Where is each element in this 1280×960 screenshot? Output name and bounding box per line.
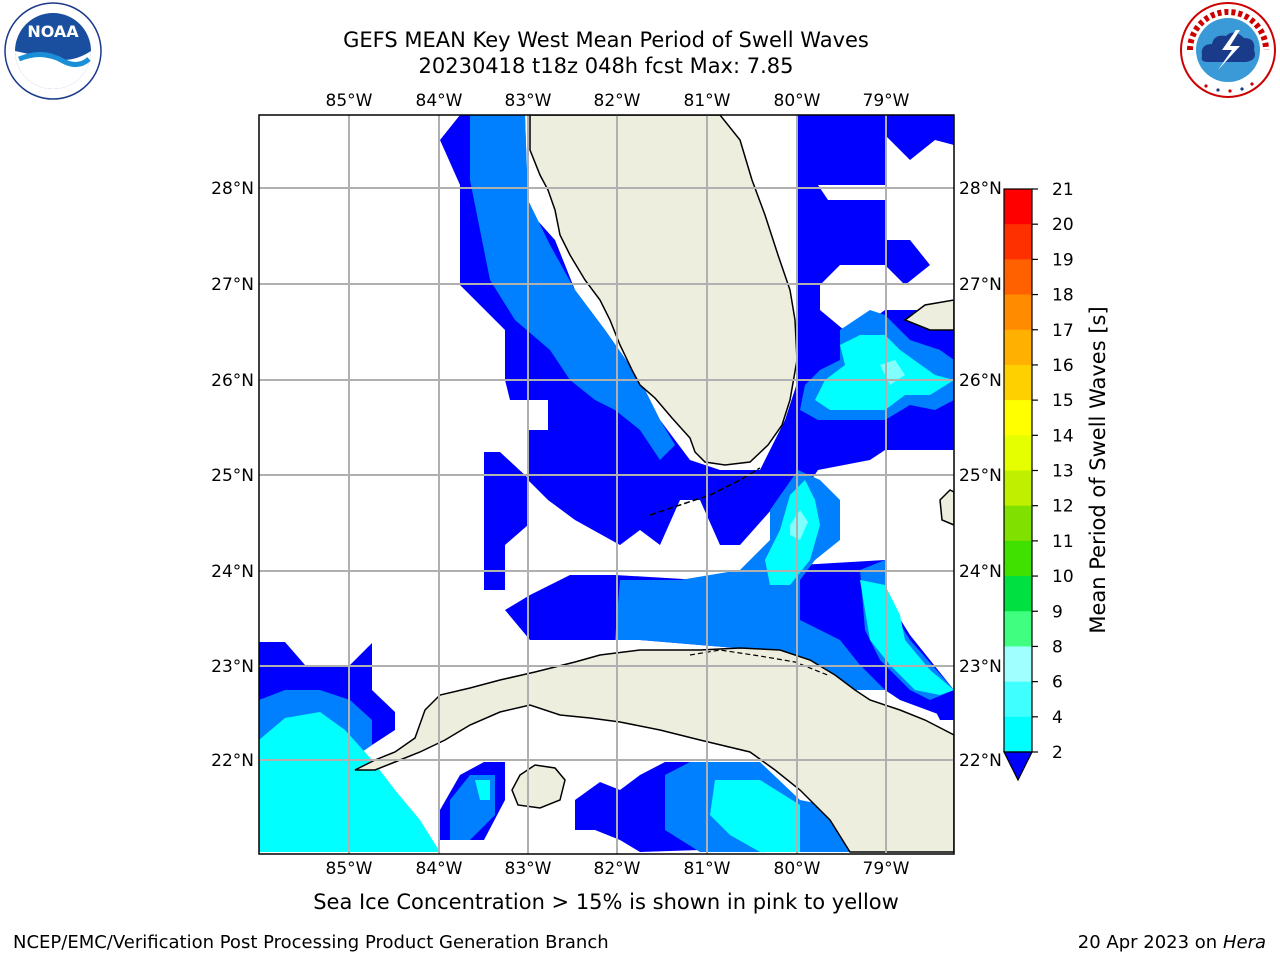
- lat-label: 28°N: [959, 179, 1002, 199]
- colorbar-tick-label: 12: [1052, 497, 1074, 517]
- lat-label: 26°N: [211, 371, 254, 391]
- colorbar-segment: [1004, 189, 1032, 225]
- land-bahamas: [903, 299, 954, 331]
- colorbar-segment: [1004, 329, 1032, 366]
- colorbar-segment: [1004, 716, 1032, 753]
- colorbar-segment: [1004, 224, 1032, 260]
- lon-label: 80°W: [774, 859, 821, 879]
- lat-label: 24°N: [959, 562, 1002, 582]
- colorbar-title: Mean Period of Swell Waves [s]: [1086, 306, 1110, 634]
- colorbar-segment: [1004, 681, 1032, 718]
- colorbar-tick-label: 2: [1052, 743, 1063, 763]
- colorbar-tick-label: 16: [1052, 356, 1074, 376]
- map-frame: [258, 114, 955, 855]
- sea-ice-note: Sea Ice Concentration > 15% is shown in …: [313, 890, 899, 914]
- lat-label: 23°N: [959, 657, 1002, 677]
- colorbar-tick-label: 20: [1052, 215, 1074, 235]
- lon-label: 85°W: [326, 91, 373, 111]
- map-panel: [259, 115, 954, 854]
- lon-label: 81°W: [684, 859, 731, 879]
- nws-logo: [1180, 2, 1276, 98]
- noaa-logo: NOAA: [4, 2, 102, 100]
- noaa-logo-text: NOAA: [27, 22, 79, 41]
- chart-subtitle: 20230418 t18z 048h fcst Max: 7.85: [418, 54, 794, 78]
- colorbar-segment: [1004, 435, 1032, 471]
- lon-label: 84°W: [416, 859, 463, 879]
- lon-label: 82°W: [594, 859, 641, 879]
- colorbar-tick-label: 6: [1052, 673, 1063, 693]
- colorbar-segment: [1004, 400, 1032, 436]
- colorbar-tick-label: 17: [1052, 321, 1074, 341]
- footer-date-text: 20 Apr 2023 on: [1077, 932, 1218, 953]
- colorbar-tick-label: 14: [1052, 426, 1074, 446]
- map-axis-labels: 85°W 85°W 84°W 84°W 83°W 83°W 82°W 82°W 81°W 81°W…: [211, 91, 1002, 879]
- lon-label: 83°W: [505, 859, 552, 879]
- colorbar-tick-label: 13: [1052, 462, 1074, 482]
- lat-label: 25°N: [959, 466, 1002, 486]
- lat-label: 22°N: [959, 751, 1002, 771]
- lon-label: 85°W: [326, 859, 373, 879]
- colorbar-segment: [1004, 364, 1032, 401]
- colorbar-tick-label: 9: [1052, 602, 1063, 622]
- land-bahamas-andros: [939, 489, 954, 526]
- land-cuba: [354, 647, 954, 853]
- lat-label: 26°N: [959, 371, 1002, 391]
- lon-label: 83°W: [505, 91, 552, 111]
- colorbar-tick-label: 21: [1052, 180, 1074, 200]
- colorbar-tick-label: 15: [1052, 391, 1074, 411]
- lon-label: 80°W: [774, 91, 821, 111]
- lat-label: 23°N: [211, 657, 254, 677]
- colorbar-segment: [1004, 259, 1032, 296]
- map-gridlines: [259, 115, 954, 854]
- colorbar-segment: [1004, 611, 1032, 647]
- lat-label: 28°N: [211, 179, 254, 199]
- cuba-cays: [689, 649, 831, 677]
- lon-label: 79°W: [863, 859, 910, 879]
- colorbar-segment: [1004, 470, 1032, 507]
- lat-label: 25°N: [211, 466, 254, 486]
- lat-label: 27°N: [211, 275, 254, 295]
- lon-label: 79°W: [863, 91, 910, 111]
- colorbar-extend: [1003, 751, 1033, 782]
- footer-credit: NCEP/EMC/Verification Post Processing Pr…: [13, 932, 609, 953]
- colorbar-tick-label: 19: [1052, 250, 1074, 270]
- lat-label: 24°N: [211, 562, 254, 582]
- colorbar-segment: [1004, 294, 1032, 331]
- land-florida: [529, 115, 798, 466]
- colorbar-segment: [1004, 646, 1032, 683]
- colorbar-tick-label: 18: [1052, 286, 1074, 306]
- colorbar-tick-label: 11: [1052, 532, 1074, 552]
- lon-label: 82°W: [594, 91, 641, 111]
- land-isla-juventud: [511, 764, 566, 809]
- colorbar-tick-label: 4: [1052, 708, 1063, 728]
- colorbar-tick-label: 10: [1052, 567, 1074, 587]
- lat-label: 22°N: [211, 751, 254, 771]
- colorbar-segment: [1004, 576, 1032, 612]
- footer-host: Hera: [1222, 932, 1266, 953]
- colorbar-tick-label: 8: [1052, 637, 1063, 657]
- chart-title: GEFS MEAN Key West Mean Period of Swell …: [343, 28, 869, 52]
- colorbar-segment: [1004, 505, 1032, 542]
- colorbar: 21 20 19 18 17 16 15 14 13 12 11 10 9 8 6 4 2: [1003, 180, 1074, 782]
- footer-date: 20 Apr 2023 on Hera: [1078, 932, 1266, 953]
- lat-label: 27°N: [959, 275, 1002, 295]
- lon-label: 81°W: [684, 91, 731, 111]
- colorbar-segment: [1004, 540, 1032, 577]
- lon-label: 84°W: [416, 91, 463, 111]
